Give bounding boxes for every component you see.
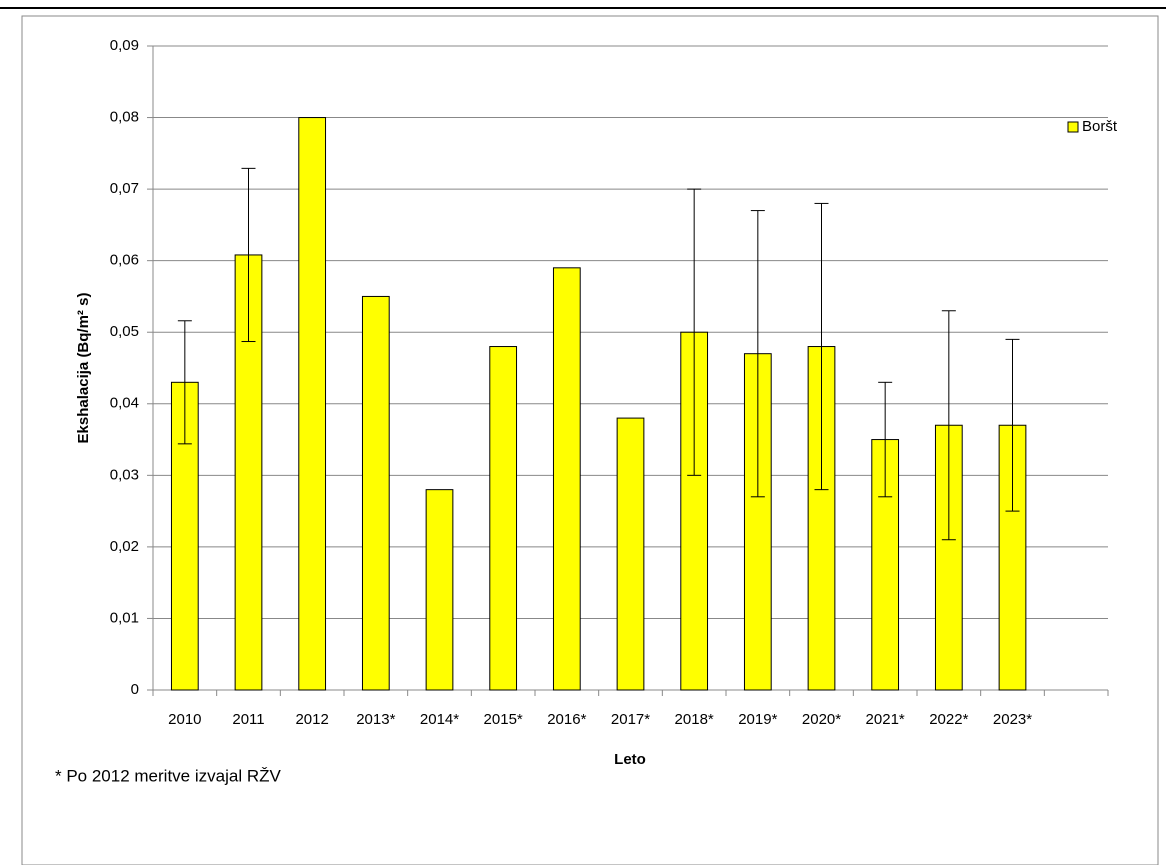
x-tick-label: 2017*	[611, 711, 650, 728]
y-tick-label: 0,01	[110, 609, 139, 626]
y-tick-label: 0,03	[110, 466, 139, 483]
x-tick-label: 2015*	[484, 711, 523, 728]
x-tick-label: 2022*	[929, 711, 968, 728]
y-tick-label: 0,06	[110, 252, 139, 269]
x-tick-label: 2019*	[738, 711, 777, 728]
legend-swatch	[1067, 121, 1079, 133]
y-tick-label: 0,02	[110, 538, 139, 555]
x-tick-label: 2023*	[993, 711, 1032, 728]
bar	[998, 424, 1027, 691]
y-tick-label: 0,09	[110, 37, 139, 54]
y-tick-label: 0	[131, 681, 139, 698]
x-tick-label: 2014*	[420, 711, 459, 728]
x-tick-label: 2011	[232, 711, 264, 728]
y-axis-title: Ekshalacija (Bq/m² s)	[75, 293, 92, 444]
x-tick-label: 2016*	[547, 711, 586, 728]
footnote: * Po 2012 meritve izvajal RŽV	[55, 766, 281, 785]
legend-label: Boršt	[1082, 118, 1118, 135]
y-tick-label: 0,04	[110, 395, 139, 412]
bar	[361, 295, 390, 691]
bar	[552, 267, 581, 691]
x-tick-label: 2021*	[866, 711, 905, 728]
y-tick-label: 0,08	[110, 109, 139, 126]
bar	[616, 417, 645, 691]
x-axis-title: Leto	[614, 751, 646, 768]
bar	[298, 117, 327, 691]
x-tick-label: 2010	[168, 711, 201, 728]
y-tick-label: 0,07	[110, 180, 139, 197]
y-tick-label: 0,05	[110, 323, 139, 340]
bar	[425, 489, 454, 691]
x-tick-label: 2012	[295, 711, 328, 728]
chart-frame	[21, 15, 1159, 865]
x-tick-label: 2013*	[356, 711, 395, 728]
bar	[807, 346, 836, 691]
x-tick-label: 2020*	[802, 711, 841, 728]
bar	[489, 346, 518, 691]
x-tick-label: 2018*	[675, 711, 714, 728]
